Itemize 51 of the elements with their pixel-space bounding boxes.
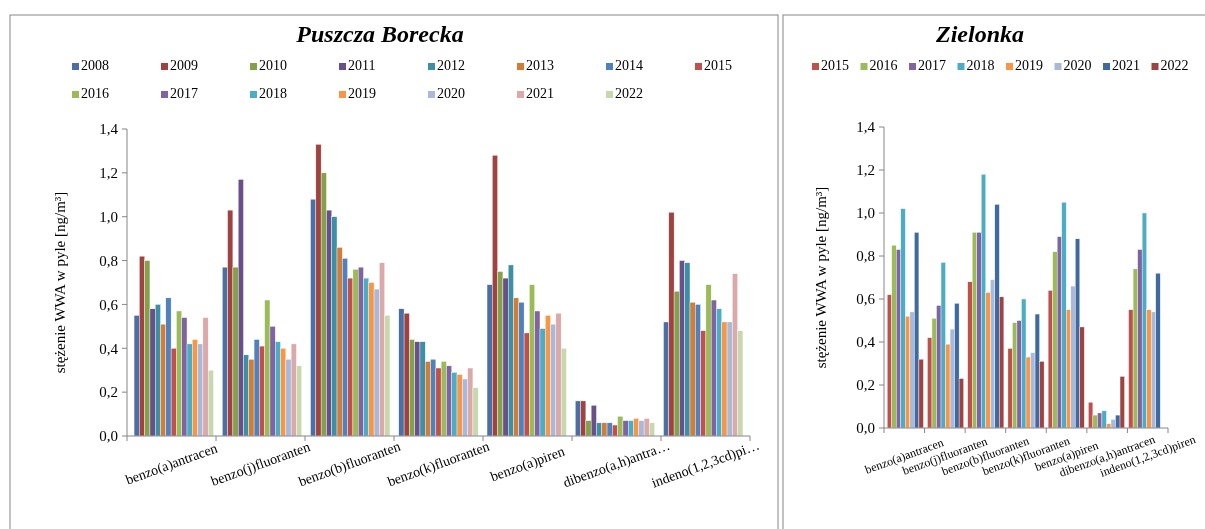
chart-title: Zielonka <box>935 21 1024 47</box>
y-tick-label: 0,4 <box>99 340 119 357</box>
y-tick-label: 0,6 <box>856 291 876 308</box>
legend-label: 2018 <box>259 86 287 101</box>
legend-label: 2016 <box>81 86 109 101</box>
legend-label: 2022 <box>1160 58 1189 73</box>
legend-label: 2021 <box>1112 58 1140 73</box>
legend-label: 2011 <box>348 58 376 73</box>
bar <box>1088 402 1094 429</box>
legend-label: 2016 <box>869 58 898 73</box>
bar <box>1119 376 1125 429</box>
y-tick-label: 1,0 <box>856 205 875 222</box>
y-tick-label: 1,0 <box>99 208 118 225</box>
legend-label: 2019 <box>348 86 376 101</box>
legend-label: 2018 <box>966 58 995 73</box>
y-tick-label: 0,6 <box>99 296 119 313</box>
y-axis-title: stężenie WWA w pyle [ng/m³] <box>52 191 68 374</box>
y-tick-label: 0,2 <box>856 377 875 394</box>
legend-label: 2022 <box>615 86 643 101</box>
y-tick-label: 1,2 <box>856 162 875 179</box>
y-tick-label: 0,4 <box>856 334 876 351</box>
bar <box>940 262 946 429</box>
y-tick-label: 1,2 <box>99 165 118 182</box>
bar <box>900 208 906 429</box>
bar <box>1061 202 1067 429</box>
bar <box>1155 273 1161 429</box>
legend-label: 2010 <box>259 58 287 73</box>
legend-label: 2020 <box>437 86 465 101</box>
legend-label: 2014 <box>615 58 643 73</box>
legend-label: 2020 <box>1063 58 1092 73</box>
bar <box>1101 410 1107 429</box>
y-tick-label: 0,8 <box>99 252 118 269</box>
y-axis-title: stężenie WWA w pyle [ng/m³] <box>813 186 829 369</box>
y-tick-label: 0,8 <box>856 248 875 265</box>
legend-label: 2008 <box>81 58 109 73</box>
y-tick-label: 0,0 <box>99 428 118 445</box>
legend-label: 2019 <box>1015 58 1043 73</box>
legend-label: 2021 <box>526 86 554 101</box>
y-tick-label: 1,4 <box>856 119 876 136</box>
legend-label: 2017 <box>170 86 198 101</box>
bar <box>891 245 897 429</box>
y-tick-label: 0,2 <box>99 384 118 401</box>
legend-label: 2009 <box>170 58 198 73</box>
legend-label: 2017 <box>918 58 946 73</box>
y-tick-label: 1,4 <box>99 121 119 138</box>
chart-title: Puszcza Borecka <box>295 21 464 47</box>
legend-label: 2013 <box>526 58 554 73</box>
y-tick-label: 0,0 <box>856 420 875 437</box>
legend-label: 2015 <box>704 58 732 73</box>
legend-label: 2015 <box>821 58 849 73</box>
legend-label: 2012 <box>437 58 465 73</box>
